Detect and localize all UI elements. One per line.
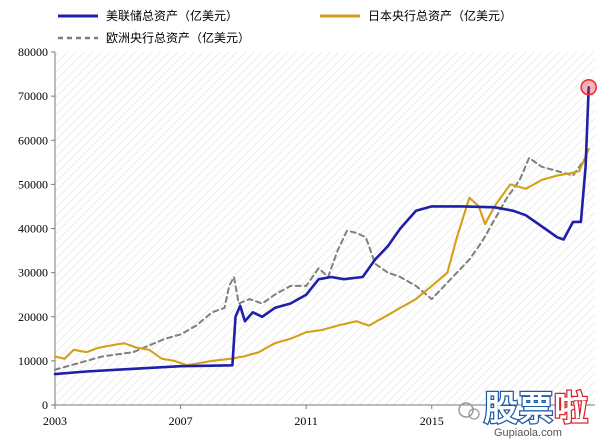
x-tick-label: 2003 bbox=[43, 414, 67, 428]
y-tick-label: 40000 bbox=[18, 222, 48, 236]
series-line-boj bbox=[53, 148, 590, 367]
watermark-char-3: 啦 bbox=[554, 389, 588, 429]
y-tick-label: 10000 bbox=[18, 354, 48, 368]
watermark-char-2: 票 bbox=[519, 389, 553, 429]
x-tick-label: 2007 bbox=[169, 414, 193, 428]
x-axis: 2003 2007 2011 2015 bbox=[43, 404, 595, 428]
watermark: 股 票 啦 Gupiaola.com bbox=[458, 388, 589, 439]
y-tick-label: 30000 bbox=[18, 266, 48, 280]
wechat-icon bbox=[458, 402, 474, 418]
y-tick-label: 50000 bbox=[18, 177, 48, 191]
y-tick-label: 60000 bbox=[18, 133, 48, 147]
y-tick-label: 80000 bbox=[18, 45, 48, 59]
y-tick-label: 0 bbox=[42, 398, 48, 412]
y-tick-label: 20000 bbox=[18, 310, 48, 324]
y-tick-label: 70000 bbox=[18, 89, 48, 103]
legend: 美联储总资产（亿美元） 日本央行总资产（亿美元） 欧洲央行总资产（亿美元） bbox=[58, 8, 512, 45]
x-tick-label: 2015 bbox=[420, 414, 444, 428]
x-tick-label: 2011 bbox=[294, 414, 318, 428]
legend-label-ecb: 欧洲央行总资产（亿美元） bbox=[106, 30, 250, 45]
y-axis: 0 10000 20000 30000 40000 50000 60000 70000 8000… bbox=[18, 45, 56, 412]
wechat-icon-bubble bbox=[468, 408, 480, 420]
watermark-char-1: 股 bbox=[484, 389, 518, 429]
highlight-layer bbox=[580, 79, 598, 96]
highlight-marker bbox=[580, 79, 598, 96]
series-line-fed bbox=[53, 86, 590, 376]
watermark-site: Gupiaola.com bbox=[494, 427, 562, 439]
legend-label-fed: 美联储总资产（亿美元） bbox=[106, 8, 238, 23]
series-layer bbox=[53, 86, 590, 376]
legend-label-boj: 日本央行总资产（亿美元） bbox=[368, 8, 512, 23]
